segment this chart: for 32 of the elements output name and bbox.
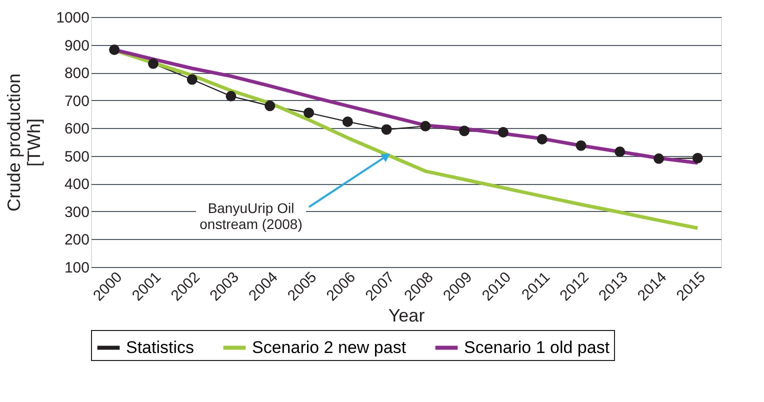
y-tick-label: 900 bbox=[64, 37, 90, 54]
y-axis-title: Crude production [TWh] bbox=[4, 73, 44, 212]
point bbox=[614, 146, 626, 157]
y-tick-label: 800 bbox=[64, 65, 90, 82]
legend-label: Statistics bbox=[126, 338, 194, 357]
y-tick-label: 500 bbox=[64, 148, 90, 166]
point bbox=[420, 120, 431, 132]
point bbox=[498, 127, 508, 138]
y-tick-label: 200 bbox=[64, 232, 90, 249]
y-tick-label: 700 bbox=[64, 92, 90, 110]
y-tick-label: 100 bbox=[64, 260, 90, 276]
point bbox=[226, 90, 236, 102]
legend-label: Scenario 2 new past bbox=[252, 338, 406, 357]
point bbox=[381, 124, 392, 135]
point bbox=[264, 100, 276, 112]
point bbox=[342, 116, 353, 127]
point bbox=[576, 140, 586, 151]
point bbox=[654, 153, 664, 164]
annotation: BanyuUrip Oil onstream (2008) bbox=[200, 200, 302, 232]
point bbox=[186, 74, 198, 85]
point bbox=[109, 44, 120, 56]
point bbox=[148, 58, 158, 69]
y-tick-label: 1000 bbox=[56, 10, 90, 26]
y-tick-label: 300 bbox=[64, 204, 90, 221]
point bbox=[459, 126, 470, 136]
point bbox=[692, 152, 703, 164]
x-axis-title: Year bbox=[388, 306, 425, 326]
point bbox=[536, 134, 548, 144]
legend-label: Scenario 1 old past bbox=[464, 338, 610, 357]
y-tick-label: 400 bbox=[64, 176, 90, 194]
y-tick-label: 600 bbox=[64, 120, 90, 138]
point bbox=[304, 108, 314, 118]
